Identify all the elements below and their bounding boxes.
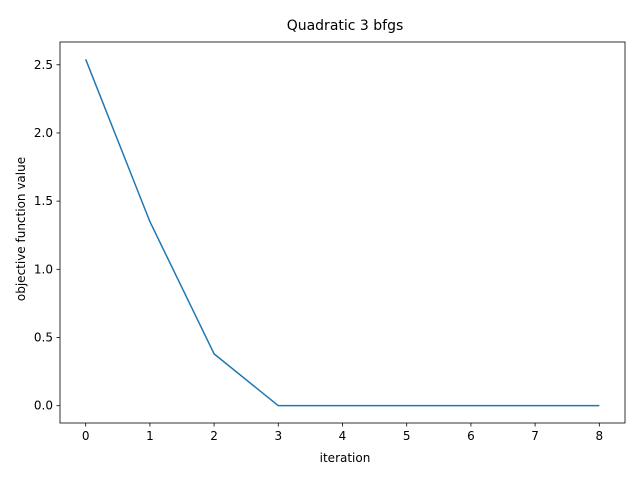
- x-tick-label-3: 3: [274, 429, 282, 443]
- axes-frame: [59, 41, 626, 424]
- x-tick-label-0: 0: [82, 429, 90, 443]
- y-tick-label-2: 1.0: [34, 262, 53, 276]
- x-tick-label-2: 2: [210, 429, 218, 443]
- x-tick-label-4: 4: [339, 429, 347, 443]
- x-tick-label-5: 5: [403, 429, 411, 443]
- x-axis-label: iteration: [320, 451, 371, 465]
- chart-title: Quadratic 3 bfgs: [287, 18, 404, 34]
- x-tick-label-8: 8: [595, 429, 603, 443]
- y-tick-label-3: 1.5: [34, 194, 53, 208]
- x-tick-label-7: 7: [531, 429, 539, 443]
- y-tick-label-0: 0.0: [34, 399, 53, 413]
- y-tick-label-5: 2.5: [34, 58, 53, 72]
- series-line-0: [84, 59, 600, 407]
- y-axis-label: objective function value: [14, 157, 28, 301]
- plot-area: 0 1 2 3 4 5 6 7 8 0.0 0.5 1.0 1.5 2.0 2.5: [34, 41, 626, 443]
- x-tick-label-6: 6: [467, 429, 475, 443]
- y-tick-label-1: 0.5: [34, 331, 53, 345]
- y-tick-label-4: 2.0: [34, 126, 53, 140]
- x-tick-label-1: 1: [146, 429, 154, 443]
